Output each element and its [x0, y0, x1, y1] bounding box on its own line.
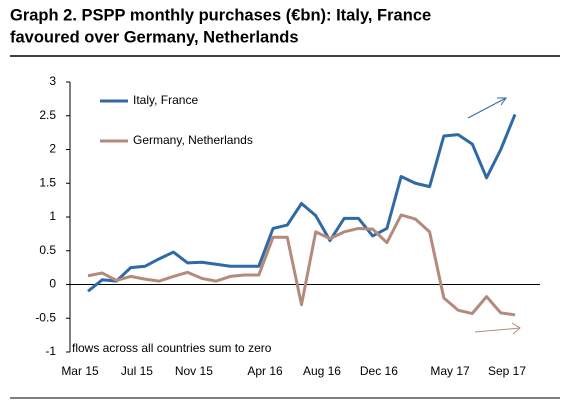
- y-tick-label: -0.5: [35, 310, 56, 324]
- arrow: [467, 97, 507, 119]
- arrow: [474, 327, 521, 333]
- series-line: [87, 213, 516, 317]
- y-tick-label: 0.5: [39, 243, 56, 257]
- y-tick-label: -1: [45, 344, 56, 358]
- legend-label: Italy, France: [133, 93, 198, 107]
- x-tick-label: Mar 15: [61, 364, 99, 378]
- x-tick-label: Sep 17: [488, 364, 526, 378]
- y-tick-label: 1: [49, 209, 56, 223]
- x-tick-label: Nov 15: [175, 364, 213, 378]
- y-tick-label: 0: [49, 277, 56, 291]
- chart-title: Graph 2. PSPP monthly purchases (€bn): I…: [10, 6, 431, 24]
- legend-label: Germany, Netherlands: [133, 133, 253, 147]
- y-tick-label: 2: [49, 142, 56, 156]
- trend-arrows: [474, 322, 521, 335]
- series-line: [87, 113, 517, 293]
- y-tick-label: 2.5: [39, 108, 56, 122]
- x-tick-label: May 17: [430, 364, 470, 378]
- y-tick-label: 3: [49, 74, 56, 88]
- annotation: flows across all countries sum to zero: [72, 341, 272, 355]
- y-tick-label: 1.5: [39, 175, 56, 189]
- arrow-head: [497, 97, 507, 106]
- x-tick-label: Apr 16: [247, 364, 283, 378]
- x-tick-label: Jul 15: [121, 364, 153, 378]
- trend-arrows: [467, 97, 507, 119]
- arrow-head: [511, 322, 521, 335]
- x-tick-label: Aug 16: [303, 364, 341, 378]
- x-tick-label: Dec 16: [360, 364, 398, 378]
- chart-title: favoured over Germany, Netherlands: [10, 28, 299, 46]
